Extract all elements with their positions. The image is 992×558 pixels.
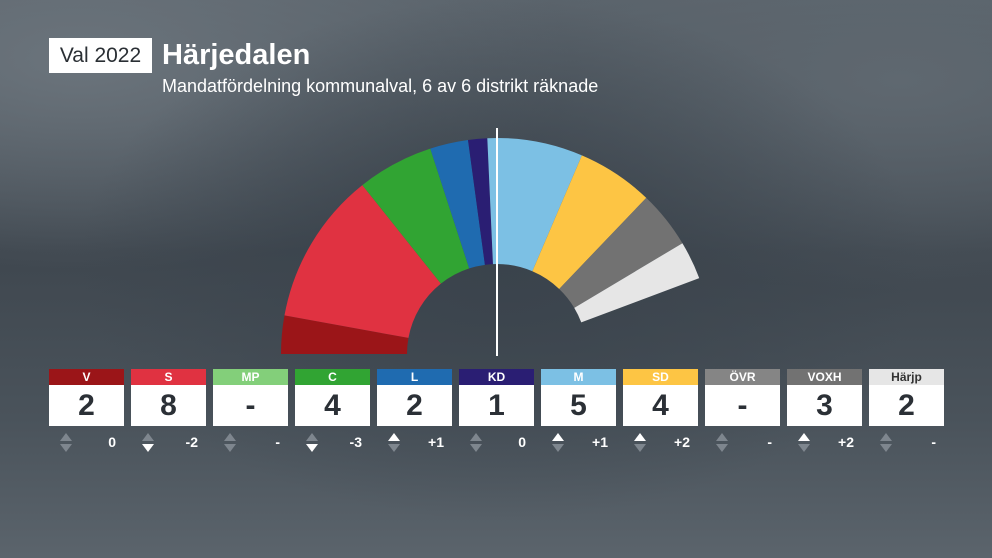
trend-neutral-icon bbox=[879, 432, 893, 454]
trend-neutral-icon bbox=[59, 432, 73, 454]
party-seat-change: 0 bbox=[459, 431, 534, 457]
party-seat-change: -2 bbox=[131, 431, 206, 457]
seat-change-value: - bbox=[767, 434, 772, 450]
party-seat-count: 8 bbox=[131, 385, 206, 426]
seat-change-value: +1 bbox=[592, 434, 608, 450]
trend-neutral-icon bbox=[223, 432, 237, 454]
party-code-label: L bbox=[377, 369, 452, 385]
party-seat-count: 4 bbox=[295, 385, 370, 426]
seat-change-value: - bbox=[275, 434, 280, 450]
election-year-badge: Val 2022 bbox=[49, 38, 152, 73]
trend-down-icon bbox=[141, 432, 155, 454]
party-seat-change: - bbox=[705, 431, 780, 457]
party-code-label: MP bbox=[213, 369, 288, 385]
party-card-övr: ÖVR - - bbox=[705, 369, 780, 457]
page-title: Härjedalen bbox=[162, 39, 311, 71]
seat-change-value: 0 bbox=[518, 434, 526, 450]
party-card-m: M 5 +1 bbox=[541, 369, 616, 457]
party-seat-count: - bbox=[705, 385, 780, 426]
party-card-mp: MP - - bbox=[213, 369, 288, 457]
party-seat-change: +2 bbox=[787, 431, 862, 457]
trend-neutral-icon bbox=[469, 432, 483, 454]
party-code-label: C bbox=[295, 369, 370, 385]
seat-segment-l bbox=[430, 139, 485, 269]
seat-distribution-chart bbox=[281, 138, 700, 354]
seat-segment-kd bbox=[468, 138, 493, 265]
seat-segment-voxh bbox=[559, 197, 683, 308]
party-code-label: ÖVR bbox=[705, 369, 780, 385]
party-code-label: Härjp bbox=[869, 369, 944, 385]
seat-change-value: +2 bbox=[838, 434, 854, 450]
trend-neutral-icon bbox=[715, 432, 729, 454]
party-code-label: V bbox=[49, 369, 124, 385]
party-seat-count: 3 bbox=[787, 385, 862, 426]
party-seat-change: - bbox=[869, 431, 944, 457]
trend-up-icon bbox=[387, 432, 401, 454]
seat-segment-s bbox=[284, 185, 441, 338]
seat-segment-v bbox=[281, 315, 409, 354]
party-seat-change: -3 bbox=[295, 431, 370, 457]
party-code-label: S bbox=[131, 369, 206, 385]
party-seat-change: - bbox=[213, 431, 288, 457]
party-code-label: M bbox=[541, 369, 616, 385]
party-card-sd: SD 4 +2 bbox=[623, 369, 698, 457]
party-card-voxh: VOXH 3 +2 bbox=[787, 369, 862, 457]
seat-change-value: +1 bbox=[428, 434, 444, 450]
party-seat-count: 2 bbox=[869, 385, 944, 426]
seat-segment-sd bbox=[532, 155, 647, 289]
seat-change-value: - bbox=[931, 434, 936, 450]
party-card-c: C 4 -3 bbox=[295, 369, 370, 457]
seat-segment-c bbox=[362, 148, 470, 284]
seat-change-value: 0 bbox=[108, 434, 116, 450]
page-subtitle: Mandatfördelning kommunalval, 6 av 6 dis… bbox=[162, 76, 599, 96]
party-seat-count: - bbox=[213, 385, 288, 426]
party-seat-count: 1 bbox=[459, 385, 534, 426]
seat-segment-m bbox=[487, 138, 582, 272]
party-card-härjp: Härjp 2 - bbox=[869, 369, 944, 457]
party-code-label: VOXH bbox=[787, 369, 862, 385]
seat-change-value: -3 bbox=[349, 434, 362, 450]
party-seat-change: 0 bbox=[49, 431, 124, 457]
party-card-s: S 8 -2 bbox=[131, 369, 206, 457]
party-seat-count: 2 bbox=[377, 385, 452, 426]
trend-down-icon bbox=[305, 432, 319, 454]
party-seat-count: 2 bbox=[49, 385, 124, 426]
party-code-label: SD bbox=[623, 369, 698, 385]
seat-change-value: -2 bbox=[185, 434, 198, 450]
party-seat-count: 5 bbox=[541, 385, 616, 426]
trend-up-icon bbox=[797, 432, 811, 454]
trend-up-icon bbox=[633, 432, 647, 454]
party-seat-count: 4 bbox=[623, 385, 698, 426]
party-card-kd: KD 1 0 bbox=[459, 369, 534, 457]
party-seat-change: +1 bbox=[541, 431, 616, 457]
seat-change-value: +2 bbox=[674, 434, 690, 450]
party-card-l: L 2 +1 bbox=[377, 369, 452, 457]
party-seat-change: +2 bbox=[623, 431, 698, 457]
trend-up-icon bbox=[551, 432, 565, 454]
party-code-label: KD bbox=[459, 369, 534, 385]
seat-segment-härjp bbox=[574, 243, 700, 323]
party-cards: V 2 0 S 8 -2 MP - - C 4 -3 L 2 +1 KD 1 0 M 5 +1 SD 4 +2 ÖVR - - VOX… bbox=[49, 369, 945, 459]
party-seat-change: +1 bbox=[377, 431, 452, 457]
